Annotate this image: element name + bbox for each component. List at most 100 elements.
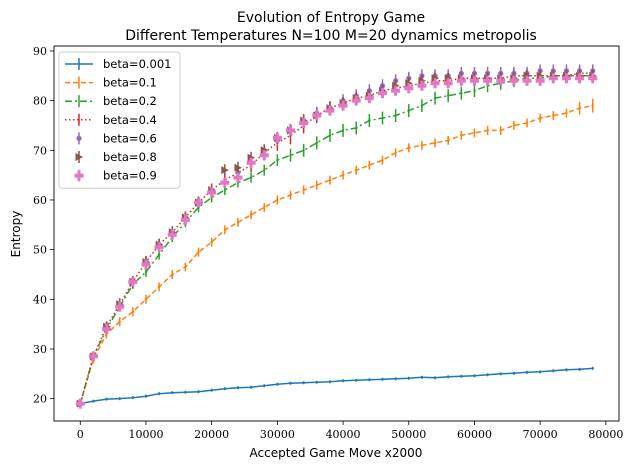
legend-item: beta=0.1: [65, 76, 157, 90]
x-axis: 0 10000 20000 30000 40000 50000 60000 70000 8000…: [77, 421, 623, 441]
data-point: [473, 374, 476, 378]
data-point: [552, 369, 555, 373]
data-point: [404, 83, 414, 94]
data-point: [430, 78, 440, 89]
x-tick-label: 50000: [391, 428, 426, 441]
data-point: [355, 126, 358, 130]
data-point: [407, 109, 410, 112]
data-point: [341, 379, 345, 382]
legend-label: beta=0.1: [103, 76, 157, 90]
data-point: [249, 176, 253, 179]
data-point: [575, 73, 585, 84]
legend-item: beta=0.9: [74, 169, 157, 183]
data-point: [302, 188, 305, 192]
data-point: [131, 310, 135, 313]
data-point: [420, 376, 424, 379]
legend-box: [58, 51, 181, 189]
chart-subtitle: Different Temperatures N=100 M=20 dynami…: [125, 28, 537, 44]
data-point: [223, 387, 227, 390]
data-point: [171, 273, 174, 276]
data-point: [538, 116, 542, 120]
data-point: [249, 386, 253, 389]
series-beta=0.001: [79, 366, 594, 406]
series-beta=0.1: [79, 98, 594, 408]
data-point: [75, 398, 85, 409]
data-point: [315, 183, 318, 187]
data-point: [328, 134, 332, 137]
data-point: [276, 159, 279, 162]
data-point: [131, 396, 135, 399]
data-point: [289, 382, 292, 385]
data-point: [460, 91, 463, 95]
data-point: [315, 141, 318, 145]
legend-label: beta=0.4: [103, 113, 157, 127]
y-tick-label: 80: [33, 95, 47, 108]
data-point: [302, 381, 305, 384]
data-point: [263, 206, 266, 209]
data-point: [460, 134, 463, 137]
data-point: [118, 320, 121, 323]
data-point: [180, 214, 190, 225]
data-point: [315, 381, 318, 384]
data-point: [552, 114, 555, 117]
data-point: [115, 301, 125, 312]
series-beta=0.9: [75, 73, 598, 409]
series-line: [79, 104, 593, 404]
data-point: [223, 188, 227, 192]
data-point: [548, 73, 558, 84]
data-point: [591, 104, 594, 107]
data-point: [102, 324, 112, 335]
x-tick-label: 60000: [457, 428, 492, 441]
data-point: [167, 229, 177, 240]
data-point: [263, 384, 266, 387]
y-tick-label: 40: [33, 293, 47, 306]
data-point: [220, 177, 230, 188]
data-point: [328, 178, 332, 182]
data-point: [496, 75, 506, 86]
x-tick-label: 40000: [326, 428, 361, 441]
data-point: [341, 129, 345, 132]
data-point: [210, 240, 213, 244]
legend-label: beta=0.001: [103, 57, 172, 71]
series-layer: [75, 64, 598, 409]
data-point: [368, 164, 371, 167]
data-point: [591, 367, 594, 370]
data-point: [194, 197, 204, 208]
data-point: [486, 373, 489, 377]
data-point: [276, 198, 279, 202]
legend-marker: [74, 170, 84, 181]
x-axis-label: Accepted Game Move x2000: [250, 446, 423, 460]
data-point: [105, 397, 108, 401]
data-point: [355, 379, 358, 382]
data-point: [289, 193, 292, 197]
data-point: [394, 151, 397, 154]
data-point: [312, 110, 322, 121]
data-point: [512, 372, 516, 375]
data-point: [302, 149, 305, 152]
data-point: [433, 96, 437, 100]
data-point: [236, 386, 240, 389]
data-point: [407, 146, 410, 150]
data-point: [299, 117, 309, 128]
data-point: [144, 298, 148, 301]
data-point: [92, 399, 95, 403]
legend-item: beta=0.2: [65, 94, 157, 108]
data-point: [154, 242, 164, 253]
data-point: [128, 276, 138, 287]
data-point: [207, 187, 217, 198]
y-axis: 20 30 40 50 60 70 80 90: [33, 45, 54, 406]
data-point: [381, 116, 384, 120]
x-tick-label: 20000: [194, 428, 229, 441]
data-point: [420, 144, 424, 147]
data-point: [446, 375, 450, 378]
data-point: [433, 376, 437, 379]
data-point: [460, 375, 463, 378]
data-point: [263, 168, 266, 172]
legend-marker: [75, 153, 83, 161]
data-point: [157, 392, 161, 395]
data-point: [522, 75, 532, 86]
data-point: [469, 75, 479, 86]
y-tick-label: 90: [33, 45, 47, 58]
data-point: [364, 93, 374, 104]
data-point: [184, 390, 187, 394]
